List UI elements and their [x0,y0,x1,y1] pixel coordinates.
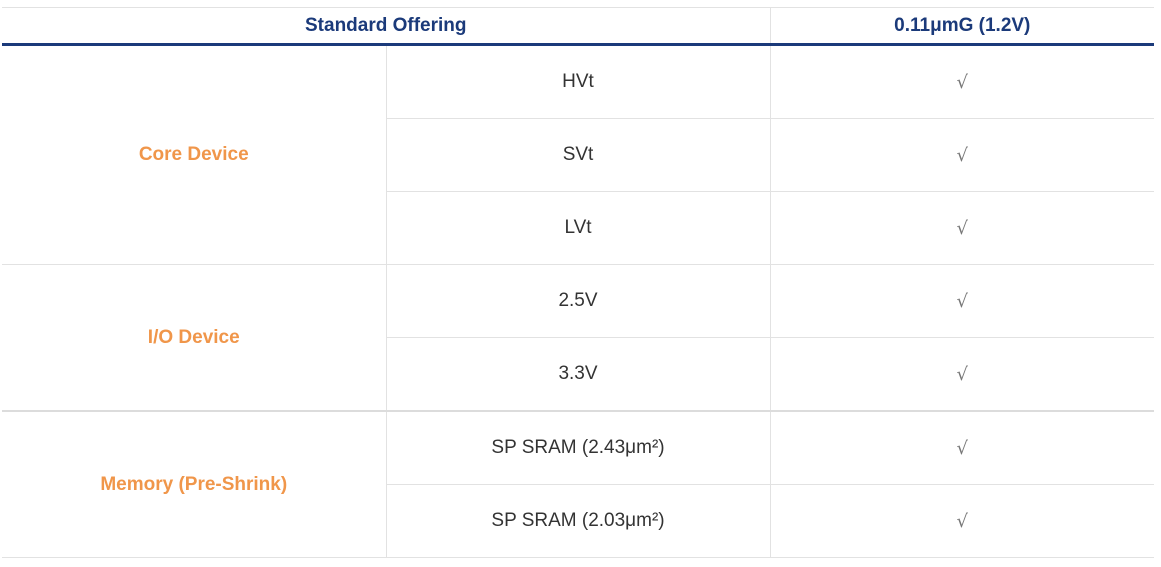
check-icon: √ [769,337,1155,412]
header-standard-offering: Standard Offering [2,7,771,46]
table-row: I/O Device 2.5V √ [2,264,1155,412]
check-icon: √ [769,410,1155,485]
offering-table: Standard Offering 0.11μmG (1.2V) Core De… [2,7,1155,558]
header-process: 0.11μmG (1.2V) [770,7,1155,46]
check-icon: √ [769,484,1155,558]
item-name: 3.3V [385,337,771,412]
category-core-device: Core Device [2,44,387,265]
table-row: Core Device HVt √ [2,44,1155,265]
table-row: Memory (Pre-Shrink) SP SRAM (2.43μm²) √ [2,410,1155,558]
item-name: 2.5V [385,264,771,338]
header-row: Standard Offering 0.11μmG (1.2V) [2,7,1155,46]
table-row: SVt √ [2,118,1155,192]
table-row: SP SRAM (2.03μm²) √ [2,484,1155,558]
item-name: SP SRAM (2.03μm²) [385,484,771,558]
check-icon: √ [769,191,1155,265]
item-name: SVt [385,118,771,192]
category-io-device: I/O Device [2,264,387,412]
check-icon: √ [769,118,1155,192]
check-icon: √ [769,264,1155,338]
item-name: SP SRAM (2.43μm²) [385,410,771,485]
category-memory: Memory (Pre-Shrink) [2,410,387,558]
item-name: LVt [385,191,771,265]
table-row: 3.3V √ [2,337,1155,412]
item-name: HVt [385,44,771,119]
check-icon: √ [769,44,1155,119]
